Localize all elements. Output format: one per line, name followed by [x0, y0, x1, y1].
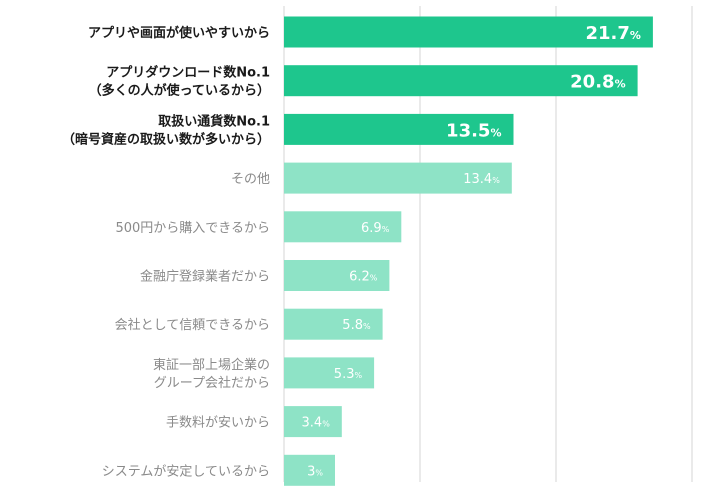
value-number-4: 6.9 [361, 221, 382, 236]
bar-1 [284, 65, 638, 97]
bar-4 [284, 211, 402, 243]
value-unit-7: % [354, 371, 362, 380]
category-line-7-1: グループ会社だから [154, 375, 270, 391]
bar-0 [284, 16, 653, 48]
category-label-8: 手数料が安いから [166, 416, 270, 431]
bar-6 [284, 308, 383, 340]
category-line-4-0: 500円から購入できるから [115, 221, 270, 236]
category-line-2-1: （暗号資産の取扱い数が多いから） [62, 131, 270, 147]
value-unit-8: % [322, 420, 330, 429]
category-label-7: 東証一部上場企業のグループ会社だから [153, 357, 270, 391]
category-label-0: アプリや画面が使いやすいから [88, 25, 270, 41]
value-number-6: 5.8 [342, 318, 363, 333]
value-unit-5: % [370, 274, 378, 283]
value-label-4: 6.9% [361, 221, 390, 236]
category-line-7-0: 東証一部上場企業の [153, 357, 270, 373]
value-unit-9: % [315, 468, 323, 477]
value-number-1: 20.8 [570, 72, 614, 93]
value-label-5: 6.2% [349, 270, 378, 285]
value-unit-1: % [615, 78, 626, 91]
category-line-6-0: 会社として信頼できるから [115, 317, 270, 333]
bar-7 [284, 357, 375, 389]
category-line-8-0: 手数料が安いから [166, 416, 270, 431]
category-line-5-0: 金融庁登録業者だから [140, 269, 270, 285]
value-number-3: 13.4 [463, 172, 492, 187]
category-line-1-1: （多くの人が使っているから） [89, 83, 270, 99]
category-label-2: 取扱い通貨数No.1 （暗号資産の取扱い数が多いから） [62, 113, 270, 147]
category-label-4: 500円から購入できるから [115, 221, 270, 236]
value-number-8: 3.4 [302, 416, 323, 431]
category-line-1-0: アプリダウンロード数No.1 [106, 65, 270, 81]
category-label-5: 金融庁登録業者だから [140, 269, 270, 285]
value-label-6: 5.8% [342, 318, 371, 333]
value-unit-6: % [363, 322, 371, 331]
category-label-9: システムが安定しているから [102, 464, 270, 479]
value-label-0: 21.7% [585, 23, 640, 44]
category-label-3: その他 [231, 172, 270, 187]
bar-8 [284, 406, 342, 438]
category-label-1: アプリダウンロード数No.1 （多くの人が使っているから） [89, 65, 270, 99]
value-number-5: 6.2 [349, 270, 370, 285]
value-label-2: 13.5% [446, 120, 501, 141]
category-line-3-0: その他 [231, 172, 270, 187]
category-line-0-0: アプリや画面が使いやすいから [88, 25, 270, 41]
bar-9 [284, 454, 335, 486]
category-line-9-0: システムが安定しているから [102, 464, 270, 479]
category-line-2-0: 取扱い通貨数No.1 [158, 113, 270, 129]
value-label-7: 5.3% [334, 367, 363, 382]
value-number-9: 3 [307, 464, 315, 479]
value-number-2: 13.5 [446, 120, 490, 141]
category-label-6: 会社として信頼できるから [115, 317, 270, 333]
value-number-0: 21.7 [585, 23, 629, 44]
value-label-3: 13.4% [463, 172, 500, 187]
value-unit-3: % [492, 176, 500, 185]
bar-5 [284, 260, 390, 291]
bar-3 [284, 162, 512, 194]
value-unit-4: % [382, 225, 390, 234]
value-unit-2: % [490, 126, 501, 139]
value-label-1: 20.8% [570, 72, 625, 93]
value-label-8: 3.4% [302, 416, 331, 431]
value-label-9: 3% [307, 464, 323, 479]
value-unit-0: % [630, 29, 641, 42]
bar-2 [284, 113, 514, 145]
value-number-7: 5.3 [334, 367, 355, 382]
